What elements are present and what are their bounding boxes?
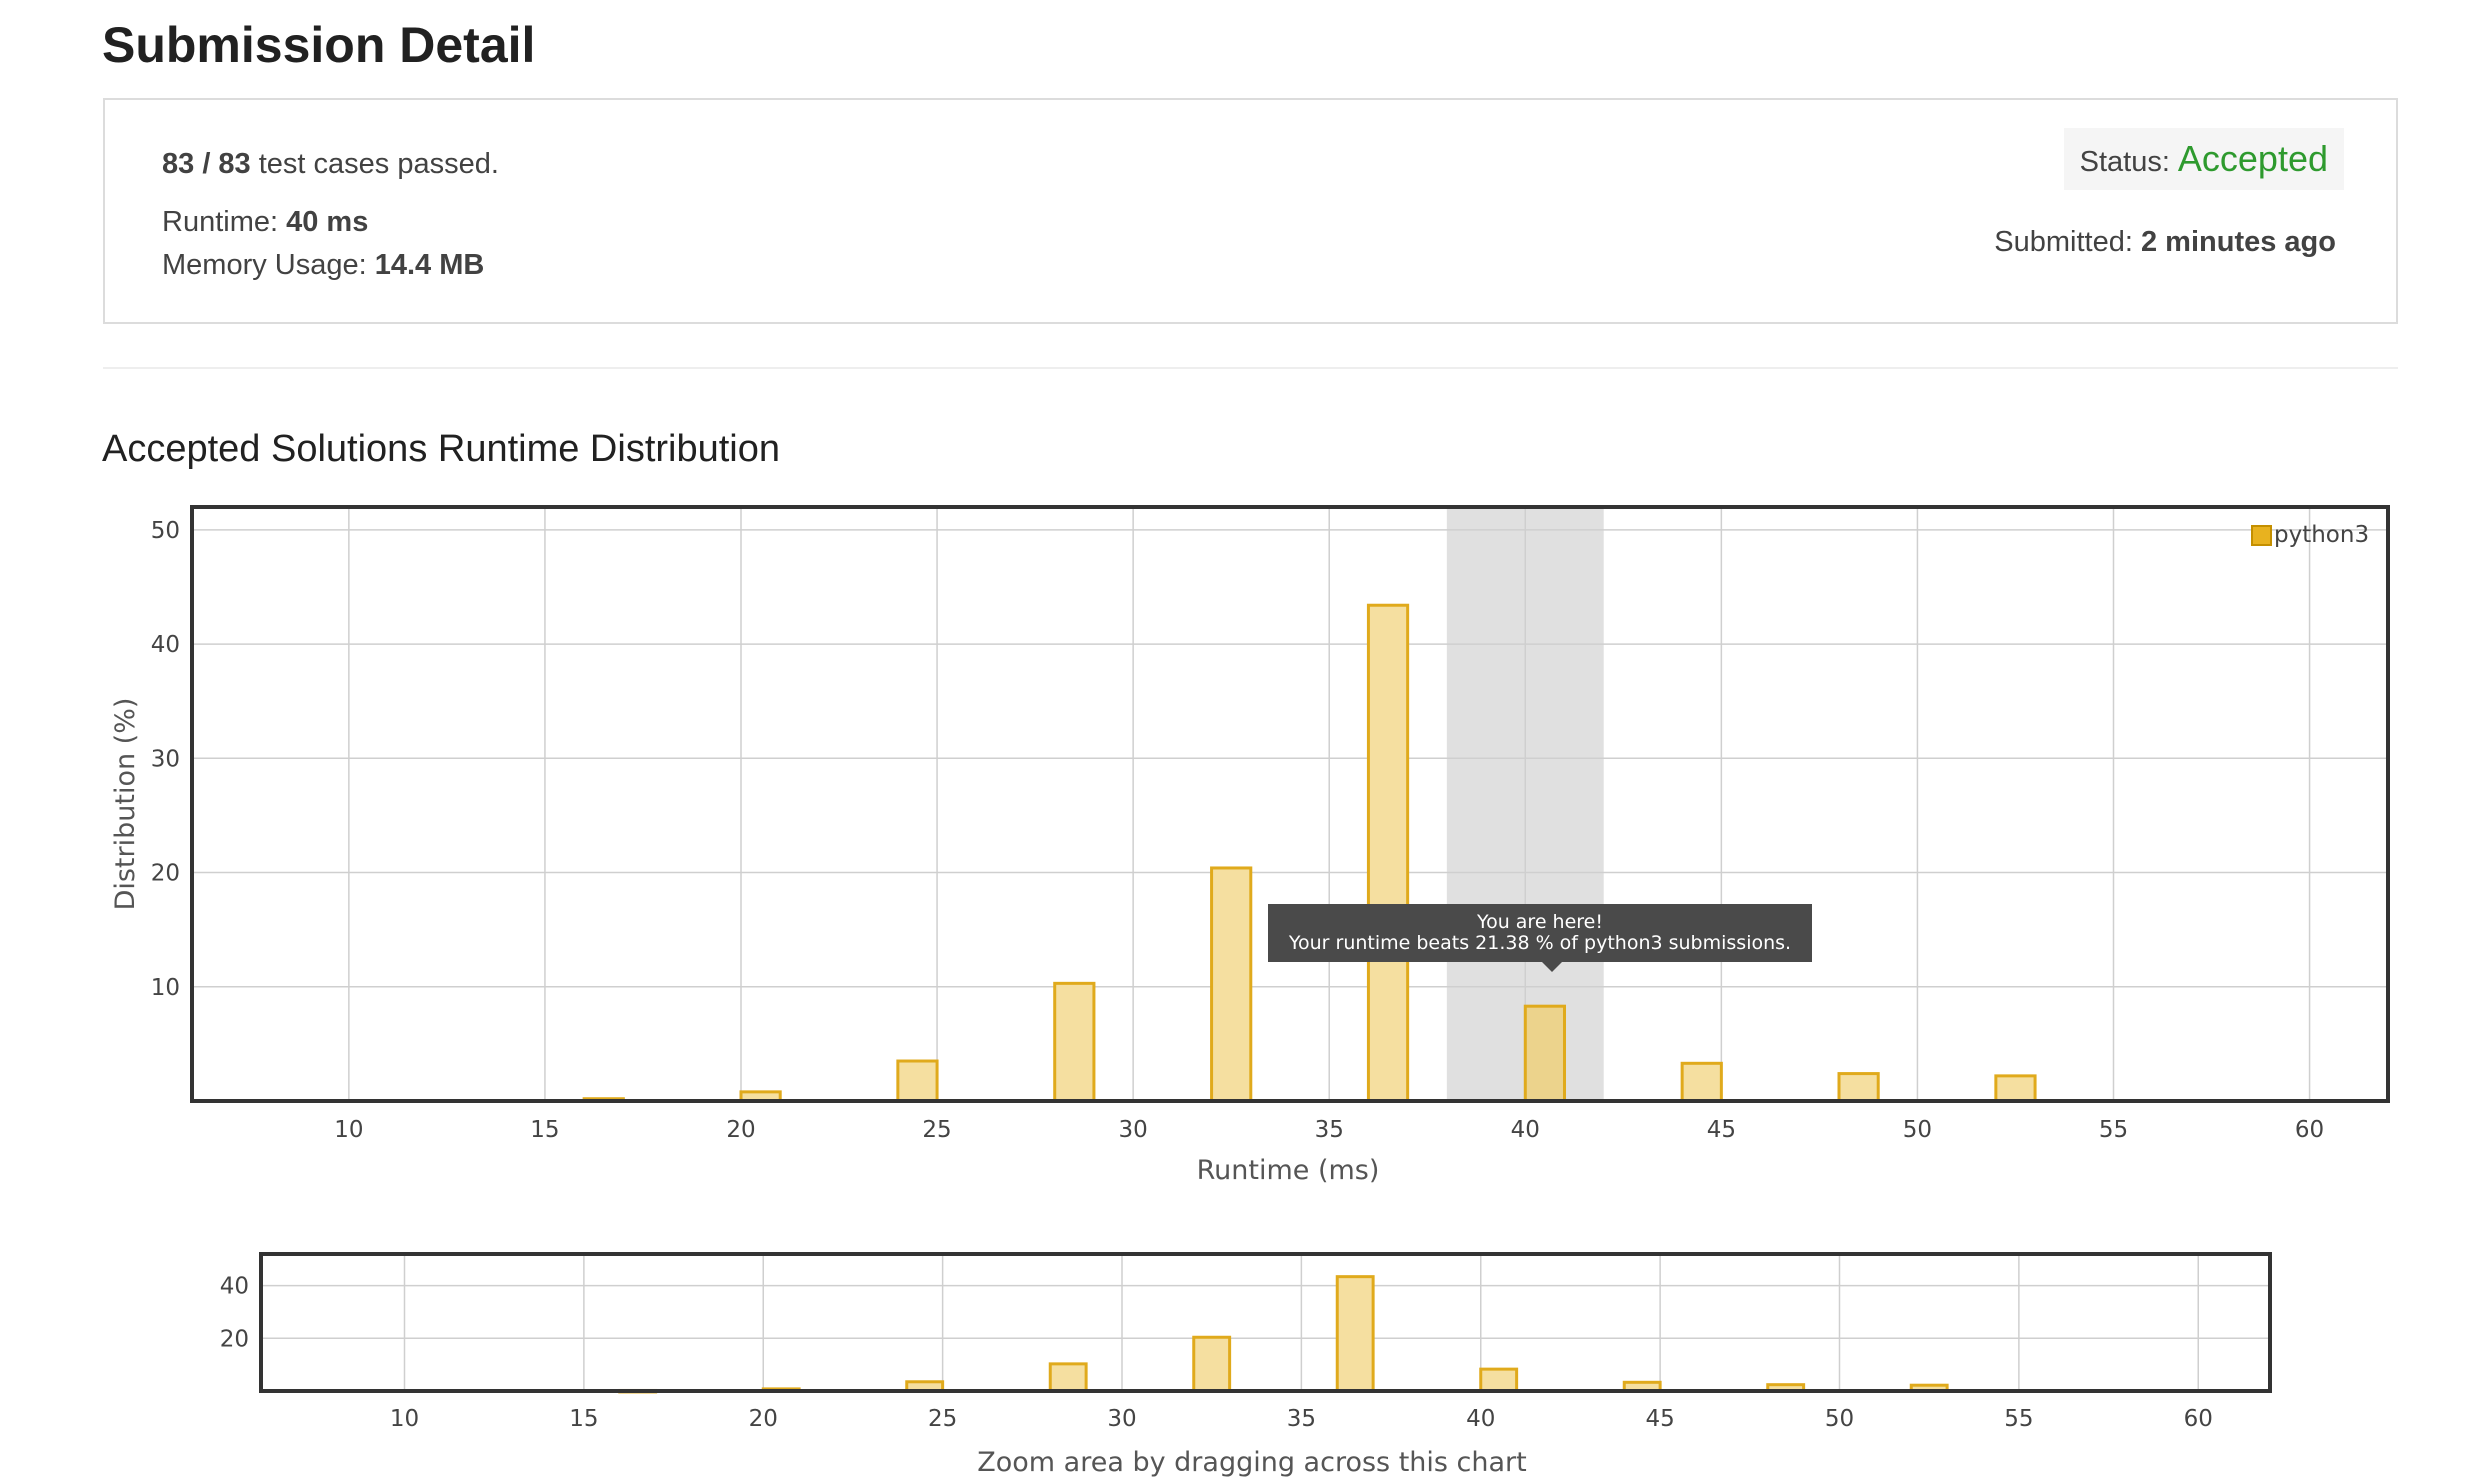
submission-summary-card: 83 / 83 test cases passed. Runtime: 40 m…	[103, 98, 2398, 324]
runtime-label: Runtime:	[162, 206, 279, 238]
nav-x-tick-label: 10	[390, 1406, 419, 1432]
nav-bar	[1048, 1362, 1088, 1393]
main-bar	[1837, 1072, 1880, 1103]
main-x-tick-label: 20	[726, 1117, 755, 1143]
test-cases-text: test cases passed.	[258, 148, 499, 180]
main-y-tick-label: 40	[151, 632, 180, 658]
main-x-tick-label: 45	[1707, 1117, 1736, 1143]
page-title: Submission Detail	[102, 17, 536, 73]
runtime-line: Runtime: 40 ms	[162, 206, 368, 239]
main-x-tick-label: 60	[2295, 1117, 2324, 1143]
main-bar	[1680, 1061, 1723, 1103]
main-y-tick-label: 50	[151, 518, 180, 544]
submitted-value: 2 minutes ago	[2141, 226, 2336, 258]
main-bar	[1994, 1074, 2037, 1103]
main-x-tick-label: 40	[1511, 1117, 1540, 1143]
main-bar	[896, 1059, 939, 1103]
nav-y-tick-label: 20	[220, 1326, 249, 1352]
status-value: Accepted	[2177, 138, 2328, 179]
test-cases-count: 83 / 83	[162, 148, 251, 180]
main-y-tick-label: 10	[151, 975, 180, 1001]
tooltip-line1: You are here!	[1477, 911, 1603, 933]
main-x-tick-label: 30	[1119, 1117, 1148, 1143]
main-bar	[1523, 1004, 1567, 1103]
submitted-line: Submitted: 2 minutes ago	[1994, 226, 2336, 259]
main-x-tick-label: 10	[334, 1117, 363, 1143]
nav-x-axis-label: Zoom area by dragging across this chart	[977, 1447, 1526, 1478]
main-x-tick-label: 35	[1315, 1117, 1344, 1143]
nav-x-tick-label: 20	[749, 1406, 778, 1432]
nav-bar	[1335, 1275, 1375, 1393]
main-x-tick-label: 25	[922, 1117, 951, 1143]
runtime-value: 40 ms	[286, 206, 369, 238]
memory-label: Memory Usage:	[162, 249, 367, 281]
runtime-tooltip: You are here! Your runtime beats 21.38 %…	[1268, 904, 1812, 972]
main-y-axis-label: Distribution (%)	[110, 698, 141, 911]
main-bar	[1210, 866, 1253, 1103]
submitted-label: Submitted:	[1994, 226, 2133, 258]
main-bar	[1366, 603, 1410, 1103]
main-y-tick-label: 30	[151, 746, 180, 772]
nav-x-tick-label: 40	[1466, 1406, 1495, 1432]
nav-x-tick-label: 35	[1287, 1406, 1316, 1432]
memory-line: Memory Usage: 14.4 MB	[162, 249, 484, 282]
nav-x-tick-label: 55	[2004, 1406, 2033, 1432]
main-x-tick-label: 55	[2099, 1117, 2128, 1143]
section-divider	[103, 367, 2398, 369]
nav-x-tick-label: 25	[928, 1406, 957, 1432]
main-x-axis-label: Runtime (ms)	[1197, 1155, 1380, 1186]
nav-plot-frame	[259, 1252, 2272, 1393]
nav-x-tick-label: 45	[1645, 1406, 1674, 1432]
chart-legend[interactable]: python3	[2251, 522, 2369, 548]
test-cases-line: 83 / 83 test cases passed.	[162, 148, 499, 181]
nav-y-tick-label: 40	[220, 1274, 249, 1300]
main-bar	[1053, 981, 1096, 1103]
nav-x-tick-label: 15	[569, 1406, 598, 1432]
nav-x-tick-label: 50	[1825, 1406, 1854, 1432]
section-title: Accepted Solutions Runtime Distribution	[102, 428, 781, 470]
main-x-tick-label: 15	[530, 1117, 559, 1143]
status-box: Status: Accepted	[2063, 128, 2344, 190]
main-y-tick-label: 20	[151, 861, 180, 887]
nav-x-tick-label: 30	[1107, 1406, 1136, 1432]
memory-value: 14.4 MB	[374, 249, 485, 281]
nav-bar	[1192, 1335, 1232, 1393]
status-label: Status:	[2079, 146, 2170, 178]
legend-label: python3	[2274, 522, 2370, 548]
main-x-tick-label: 50	[1903, 1117, 1932, 1143]
nav-x-tick-label: 60	[2184, 1406, 2213, 1432]
legend-swatch-icon	[2251, 525, 2272, 546]
main-plot-frame	[190, 505, 2390, 1103]
nav-bar	[1479, 1367, 1519, 1393]
tooltip-line2: Your runtime beats 21.38 % of python3 su…	[1288, 932, 1792, 954]
